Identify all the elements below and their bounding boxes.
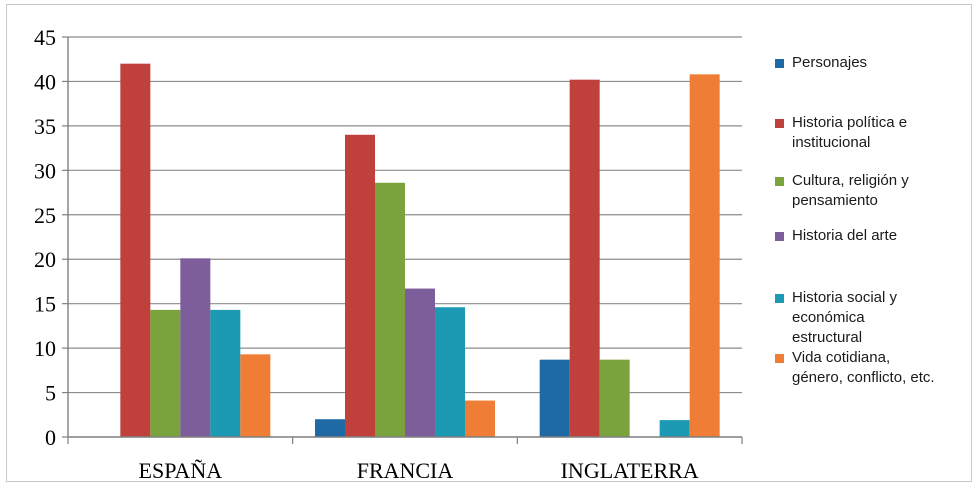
legend-label: género, conflicto, etc.	[792, 369, 935, 386]
y-tick-label: 0	[45, 425, 56, 450]
legend-swatch-2	[775, 119, 784, 128]
category-label: INGLATERRA	[561, 458, 699, 483]
category-label: ESPAÑA	[139, 458, 223, 483]
legend-swatch-1	[775, 59, 784, 68]
bar-1-2	[315, 419, 345, 437]
bar-2-2	[345, 134, 375, 437]
bar-3-3	[599, 359, 630, 437]
bar-2-1	[120, 63, 151, 438]
bar-4-1	[180, 258, 211, 437]
bar-3-2	[375, 182, 405, 437]
y-tick-label: 15	[34, 292, 56, 317]
bar-3-1	[150, 309, 181, 437]
x-axis-categories: ESPAÑA FRANCIA INGLATERRA	[139, 458, 699, 483]
legend-label: económica	[792, 309, 865, 326]
y-tick-label: 45	[34, 25, 56, 50]
legend-swatch-4	[775, 232, 784, 241]
y-axis-ticks: 0 5 10 15 20 25 30 35 40 45	[34, 25, 68, 450]
legend-label: Historia social y	[792, 289, 898, 306]
legend-label: Cultura, religión y	[792, 172, 909, 189]
bar-5-2	[435, 307, 465, 437]
bar-4-2	[405, 288, 435, 437]
y-tick-label: 10	[34, 336, 56, 361]
legend-label: pensamiento	[792, 192, 878, 209]
legend-label: Vida cotidiana,	[792, 349, 890, 366]
bar-5-3	[659, 420, 690, 437]
y-tick-label: 20	[34, 247, 56, 272]
legend-swatch-5	[775, 294, 784, 303]
y-tick-label: 25	[34, 203, 56, 228]
y-tick-label: 35	[34, 114, 56, 139]
bar-1-3	[539, 359, 570, 437]
category-label: FRANCIA	[357, 458, 454, 483]
bar-5-1	[210, 309, 241, 437]
legend-label: estructural	[792, 329, 862, 346]
bar-6-3	[689, 74, 720, 437]
legend-label: Historia política e	[792, 114, 907, 131]
legend-label: Personajes	[792, 54, 867, 71]
bar-6-2	[465, 400, 495, 437]
y-tick-label: 5	[45, 381, 56, 406]
legend: Personajes Historia política e institucion…	[775, 54, 935, 386]
bar-6-1	[240, 354, 271, 437]
y-tick-label: 30	[34, 158, 56, 183]
legend-label: Historia del arte	[792, 227, 897, 244]
legend-label: institucional	[792, 134, 870, 151]
bars	[120, 63, 720, 438]
bar-2-3	[569, 79, 600, 438]
legend-swatch-6	[775, 354, 784, 363]
axes	[67, 37, 743, 444]
y-tick-label: 40	[34, 69, 56, 94]
legend-swatch-3	[775, 177, 784, 186]
